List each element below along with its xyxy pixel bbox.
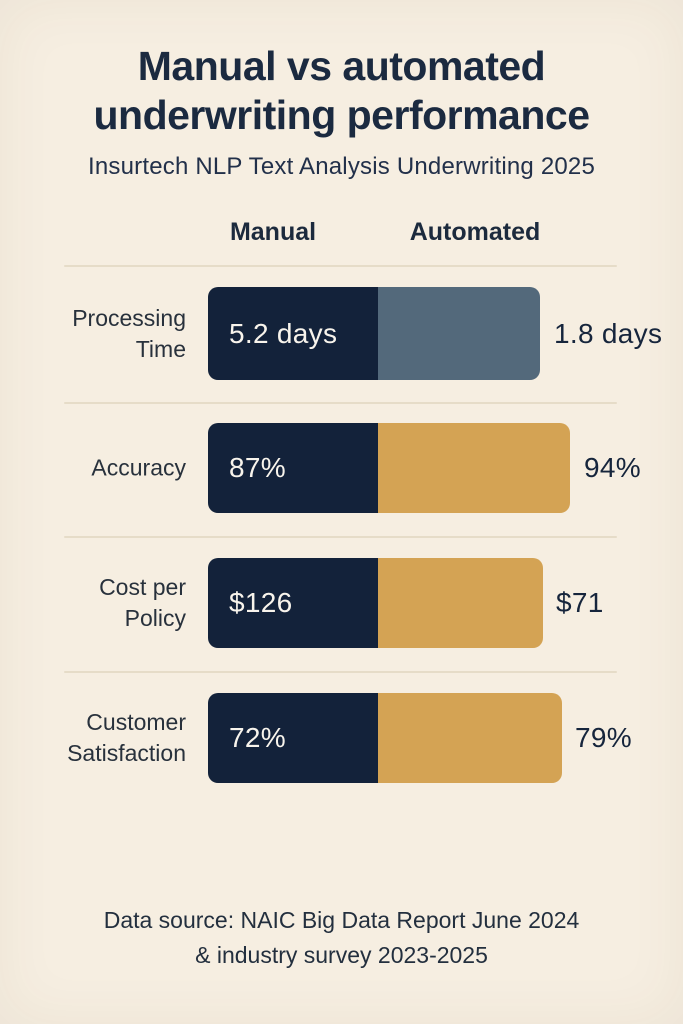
data-source-line1: Data source: NAIC Big Data Report June 2… bbox=[103, 907, 580, 933]
divider bbox=[64, 265, 617, 267]
row-label-line2: Time bbox=[135, 335, 186, 362]
chart-row-processing-time: Processing Time 5.2 days 1.8 days bbox=[0, 287, 683, 380]
automated-bar-segment bbox=[378, 287, 540, 380]
automated-bar-segment bbox=[378, 558, 543, 648]
manual-value: 87% bbox=[229, 452, 286, 483]
page-subtitle: Insurtech NLP Text Analysis Underwriting… bbox=[87, 153, 596, 180]
manual-value: 72% bbox=[229, 722, 286, 753]
row-label: Cost per Policy bbox=[36, 572, 186, 634]
manual-bar-segment: 87% bbox=[208, 423, 378, 513]
bar-group: $126 bbox=[208, 558, 543, 648]
manual-value: $126 bbox=[229, 587, 293, 618]
column-header-manual: Manual bbox=[229, 218, 317, 246]
chart-row-cost-per-policy: Cost per Policy $126 $71 bbox=[0, 558, 683, 648]
row-label-line1: Cost per bbox=[99, 573, 186, 600]
divider bbox=[64, 402, 617, 404]
page-title: Manual vs automated underwriting perform… bbox=[93, 43, 590, 139]
chart-row-customer-satisfaction: Customer Satisfaction 72% 79% bbox=[0, 693, 683, 783]
automated-value: 94% bbox=[584, 452, 641, 483]
chart-row-accuracy: Accuracy 87% 94% bbox=[0, 423, 683, 513]
row-label-line1: Processing bbox=[72, 304, 186, 331]
automated-value: 1.8 days bbox=[554, 317, 663, 349]
row-label-line2: Satisfaction bbox=[67, 740, 186, 766]
bar-group: 5.2 days bbox=[208, 287, 540, 380]
row-label-line1: Customer bbox=[86, 708, 186, 735]
data-source-line2: & industry survey 2023-2025 bbox=[195, 941, 488, 968]
column-header-automated: Automated bbox=[409, 218, 541, 246]
divider bbox=[64, 671, 617, 673]
row-label-line1: Accuracy bbox=[91, 454, 186, 481]
data-source-note: Data source: NAIC Big Data Report June 2… bbox=[0, 903, 683, 973]
automated-bar-segment bbox=[378, 423, 570, 513]
manual-bar-segment: 72% bbox=[208, 693, 378, 783]
bar-group: 72% bbox=[208, 693, 562, 783]
row-label: Processing Time bbox=[36, 302, 186, 364]
row-label-line2: Policy bbox=[124, 605, 186, 631]
divider bbox=[64, 536, 617, 538]
automated-value: $71 bbox=[556, 587, 604, 618]
automated-value: 79% bbox=[575, 722, 632, 753]
manual-value: 5.2 days bbox=[229, 317, 338, 349]
row-label: Accuracy bbox=[36, 452, 186, 483]
row-label: Customer Satisfaction bbox=[36, 707, 186, 769]
automated-bar-segment bbox=[378, 693, 562, 783]
manual-bar-segment: $126 bbox=[208, 558, 378, 648]
bar-group: 87% bbox=[208, 423, 570, 513]
manual-bar-segment: 5.2 days bbox=[208, 287, 378, 380]
